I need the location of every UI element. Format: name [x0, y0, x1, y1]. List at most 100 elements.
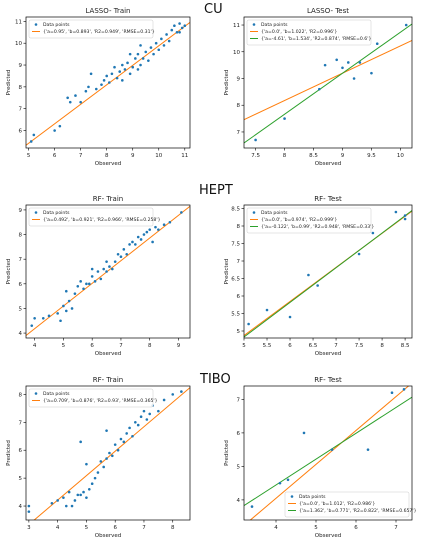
x-tick-label: 10 [155, 153, 162, 159]
data-point [136, 68, 140, 71]
y-tick-label: 6 [19, 448, 23, 454]
data-point [111, 454, 114, 458]
y-tick-label: 8 [237, 103, 241, 109]
data-point [118, 70, 122, 73]
plot-frame [25, 204, 191, 339]
data-point [90, 267, 94, 271]
plot-area [26, 22, 190, 146]
x-tick-label: 8 [283, 153, 287, 159]
legend-label: Data points [43, 22, 70, 28]
data-point [56, 312, 59, 315]
data-point [76, 284, 80, 288]
y-tick-label: 8 [19, 233, 23, 239]
x-axis-label: Observed [315, 351, 341, 357]
y-tick-label: 5.5 [231, 312, 240, 318]
data-point [105, 260, 108, 263]
data-point [76, 493, 80, 497]
x-tick-label: 5 [27, 153, 31, 159]
data-point [157, 409, 160, 413]
x-tick-label: 9.5 [367, 153, 376, 159]
legend: Data points{'a=0.0', 'b=1.012', 'R2=0.98… [284, 491, 417, 518]
data-point [136, 423, 140, 427]
data-point [128, 52, 132, 56]
data-point [29, 140, 33, 143]
plot-frame [243, 204, 413, 339]
data-point [99, 460, 103, 463]
legend-label: Data points [299, 494, 326, 500]
x-tick-label: 7 [79, 153, 83, 159]
data-point [113, 443, 117, 446]
data-point [74, 94, 77, 97]
data-point [50, 501, 54, 505]
y-axis-label: Predicted [6, 259, 12, 285]
y-tick-label: 6 [237, 294, 241, 300]
x-tick-label: 8 [105, 153, 109, 159]
y-axis-label: Predicted [6, 440, 12, 466]
plot-area [27, 387, 190, 520]
x-tick-label: 7 [142, 525, 146, 531]
y-tick-label: 10 [233, 50, 240, 56]
x-tick-label: 6.5 [309, 343, 318, 349]
legend-marker [34, 211, 38, 214]
legend-label: {'a=0.0', 'b=0.974', 'R2=0.999'} [261, 217, 337, 223]
y-tick-label: 7 [19, 420, 23, 426]
data-point [254, 138, 257, 142]
data-point [122, 440, 126, 444]
y-tick-label: 6 [237, 431, 241, 437]
legend-label: {'a=0.492', 'b=0.921', 'R2=0.966', 'RMSE… [43, 217, 161, 223]
data-point [145, 418, 149, 421]
x-tick-label: 5 [314, 525, 318, 531]
x-tick-label: 4 [33, 343, 37, 349]
data-point [87, 282, 91, 286]
x-tick-label: 8 [380, 343, 384, 349]
x-axis-label: Observed [95, 351, 121, 357]
data-point [102, 79, 106, 82]
chart-panel-5: RF- Train Observed Predicted 3 4 5 6 7 8 4 5 6 7 8 Dat… [6, 376, 191, 539]
data-point [41, 316, 45, 320]
data-point [134, 243, 137, 246]
data-point [121, 63, 124, 67]
data-point [162, 223, 166, 227]
legend: Data points{'a=0.492', 'b=0.921', 'R2=0.… [28, 207, 161, 227]
data-point [87, 487, 91, 491]
y-tick-label: 7 [19, 257, 23, 263]
legend-box [246, 19, 372, 46]
data-point [131, 65, 135, 69]
y-tick-label: 6.5 [231, 277, 240, 283]
data-point [85, 462, 88, 466]
chart-title: RF- Test [314, 195, 342, 203]
y-tick-label: 5 [19, 306, 23, 312]
data-point [108, 451, 111, 455]
legend: Data points{'a=0.95', 'b=0.893', 'R2=0.9… [28, 19, 155, 39]
legend: Data points{'a=0.0', 'b=1.022', 'R2=0.99… [246, 19, 372, 46]
data-point [59, 319, 62, 323]
y-tick-label: 8 [19, 85, 23, 91]
data-point [162, 44, 166, 47]
data-point [62, 304, 65, 308]
chart-panel-4: RF- Test Observed Predicted 5 5.5 6 6.5 7 7.5 8 8.… [224, 195, 413, 357]
data-point [139, 415, 143, 419]
x-axis-label: Observed [315, 161, 341, 167]
section-label-tibo: TIBO [200, 372, 231, 387]
data-point [183, 24, 187, 28]
y-tick-label: 5 [237, 464, 241, 470]
data-point [122, 248, 126, 251]
data-point [335, 58, 338, 62]
chart-title: RF- Test [314, 376, 342, 384]
regression-line [244, 210, 412, 338]
data-point [73, 499, 77, 502]
data-point [96, 471, 100, 474]
plot-area [26, 205, 190, 336]
data-point [113, 260, 117, 263]
data-point [27, 504, 31, 508]
data-point [302, 431, 306, 435]
plot-frame [243, 16, 413, 149]
data-point [358, 61, 362, 64]
data-point [148, 412, 152, 416]
data-point [157, 48, 161, 52]
legend-box [28, 207, 154, 227]
legend-label: {'a=1.362', 'b=0.771', 'R2=0.822', 'RMSE… [299, 508, 417, 514]
data-point [113, 65, 116, 69]
regression-line [26, 205, 190, 336]
